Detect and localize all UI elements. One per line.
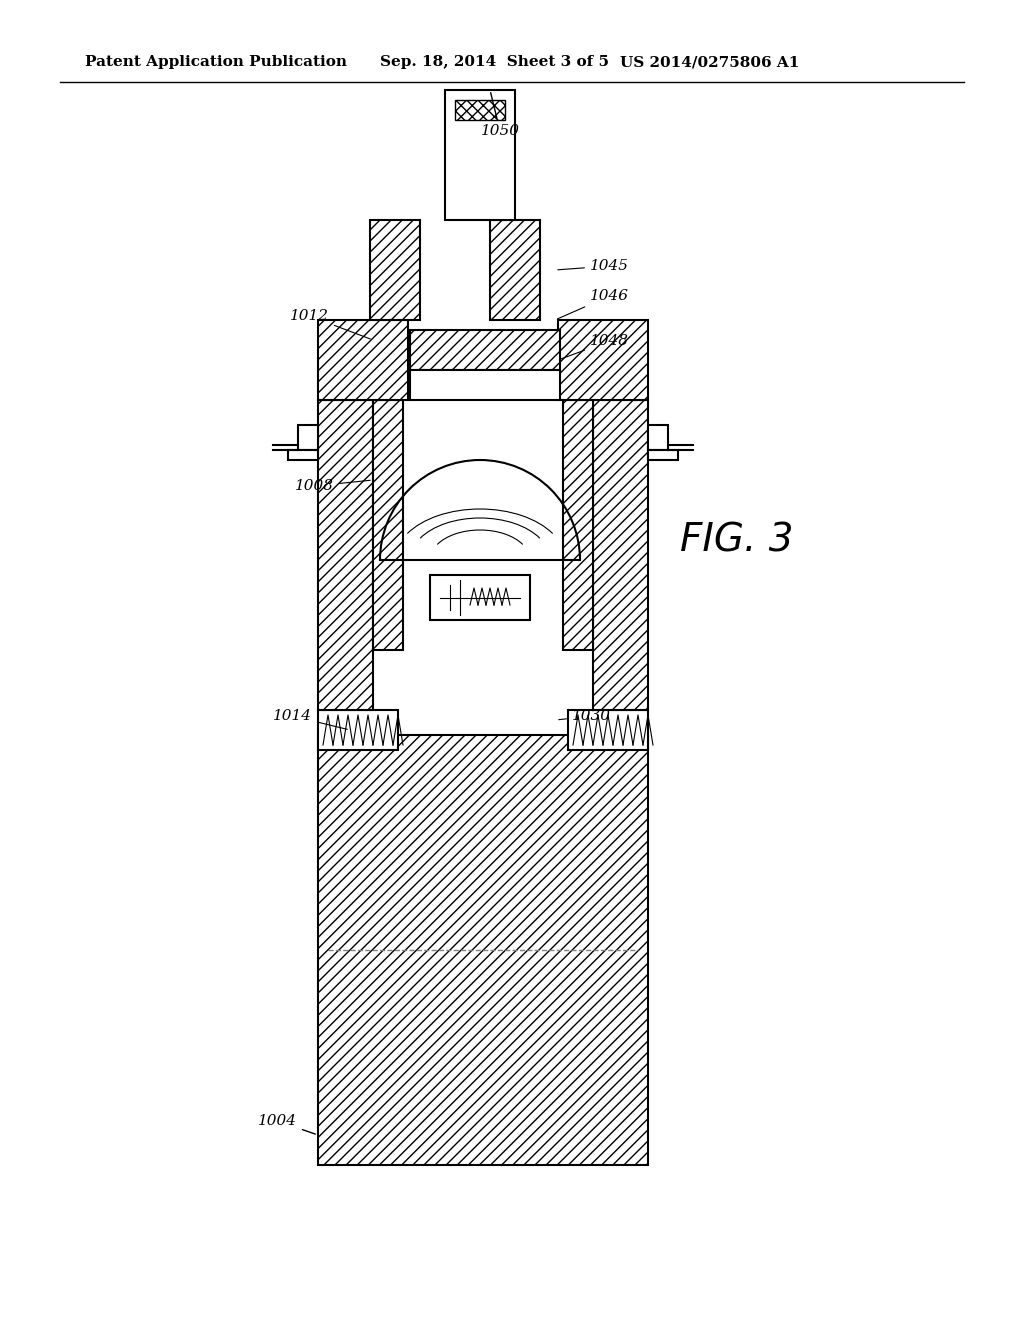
Bar xyxy=(455,100,505,120)
Bar xyxy=(318,400,373,710)
Bar xyxy=(288,450,318,459)
Bar xyxy=(445,90,515,220)
Text: Patent Application Publication: Patent Application Publication xyxy=(85,55,347,69)
Bar xyxy=(298,425,318,450)
Text: 1004: 1004 xyxy=(258,1114,315,1134)
Bar xyxy=(430,576,530,620)
Text: 1045: 1045 xyxy=(558,259,629,273)
Text: 1046: 1046 xyxy=(557,289,629,319)
Text: Sep. 18, 2014  Sheet 3 of 5: Sep. 18, 2014 Sheet 3 of 5 xyxy=(380,55,609,69)
Bar xyxy=(370,220,420,319)
Bar xyxy=(563,400,593,649)
Bar xyxy=(373,400,403,649)
Text: 1014: 1014 xyxy=(273,709,347,730)
Text: 1012: 1012 xyxy=(290,309,371,339)
Bar xyxy=(318,319,408,400)
Text: US 2014/0275806 A1: US 2014/0275806 A1 xyxy=(620,55,800,69)
Bar xyxy=(648,425,668,450)
Text: 1050: 1050 xyxy=(480,92,519,139)
Bar xyxy=(558,319,648,400)
Bar xyxy=(318,735,648,1166)
Text: 1008: 1008 xyxy=(295,479,371,492)
Text: FIG. 3: FIG. 3 xyxy=(680,521,794,558)
Bar xyxy=(568,710,648,750)
Bar xyxy=(593,400,648,710)
Text: 1048: 1048 xyxy=(560,334,629,359)
Bar xyxy=(648,450,678,459)
Text: 1030: 1030 xyxy=(559,709,611,723)
Bar xyxy=(410,330,560,370)
Bar xyxy=(490,220,540,319)
Bar xyxy=(410,370,560,400)
Bar xyxy=(318,710,398,750)
